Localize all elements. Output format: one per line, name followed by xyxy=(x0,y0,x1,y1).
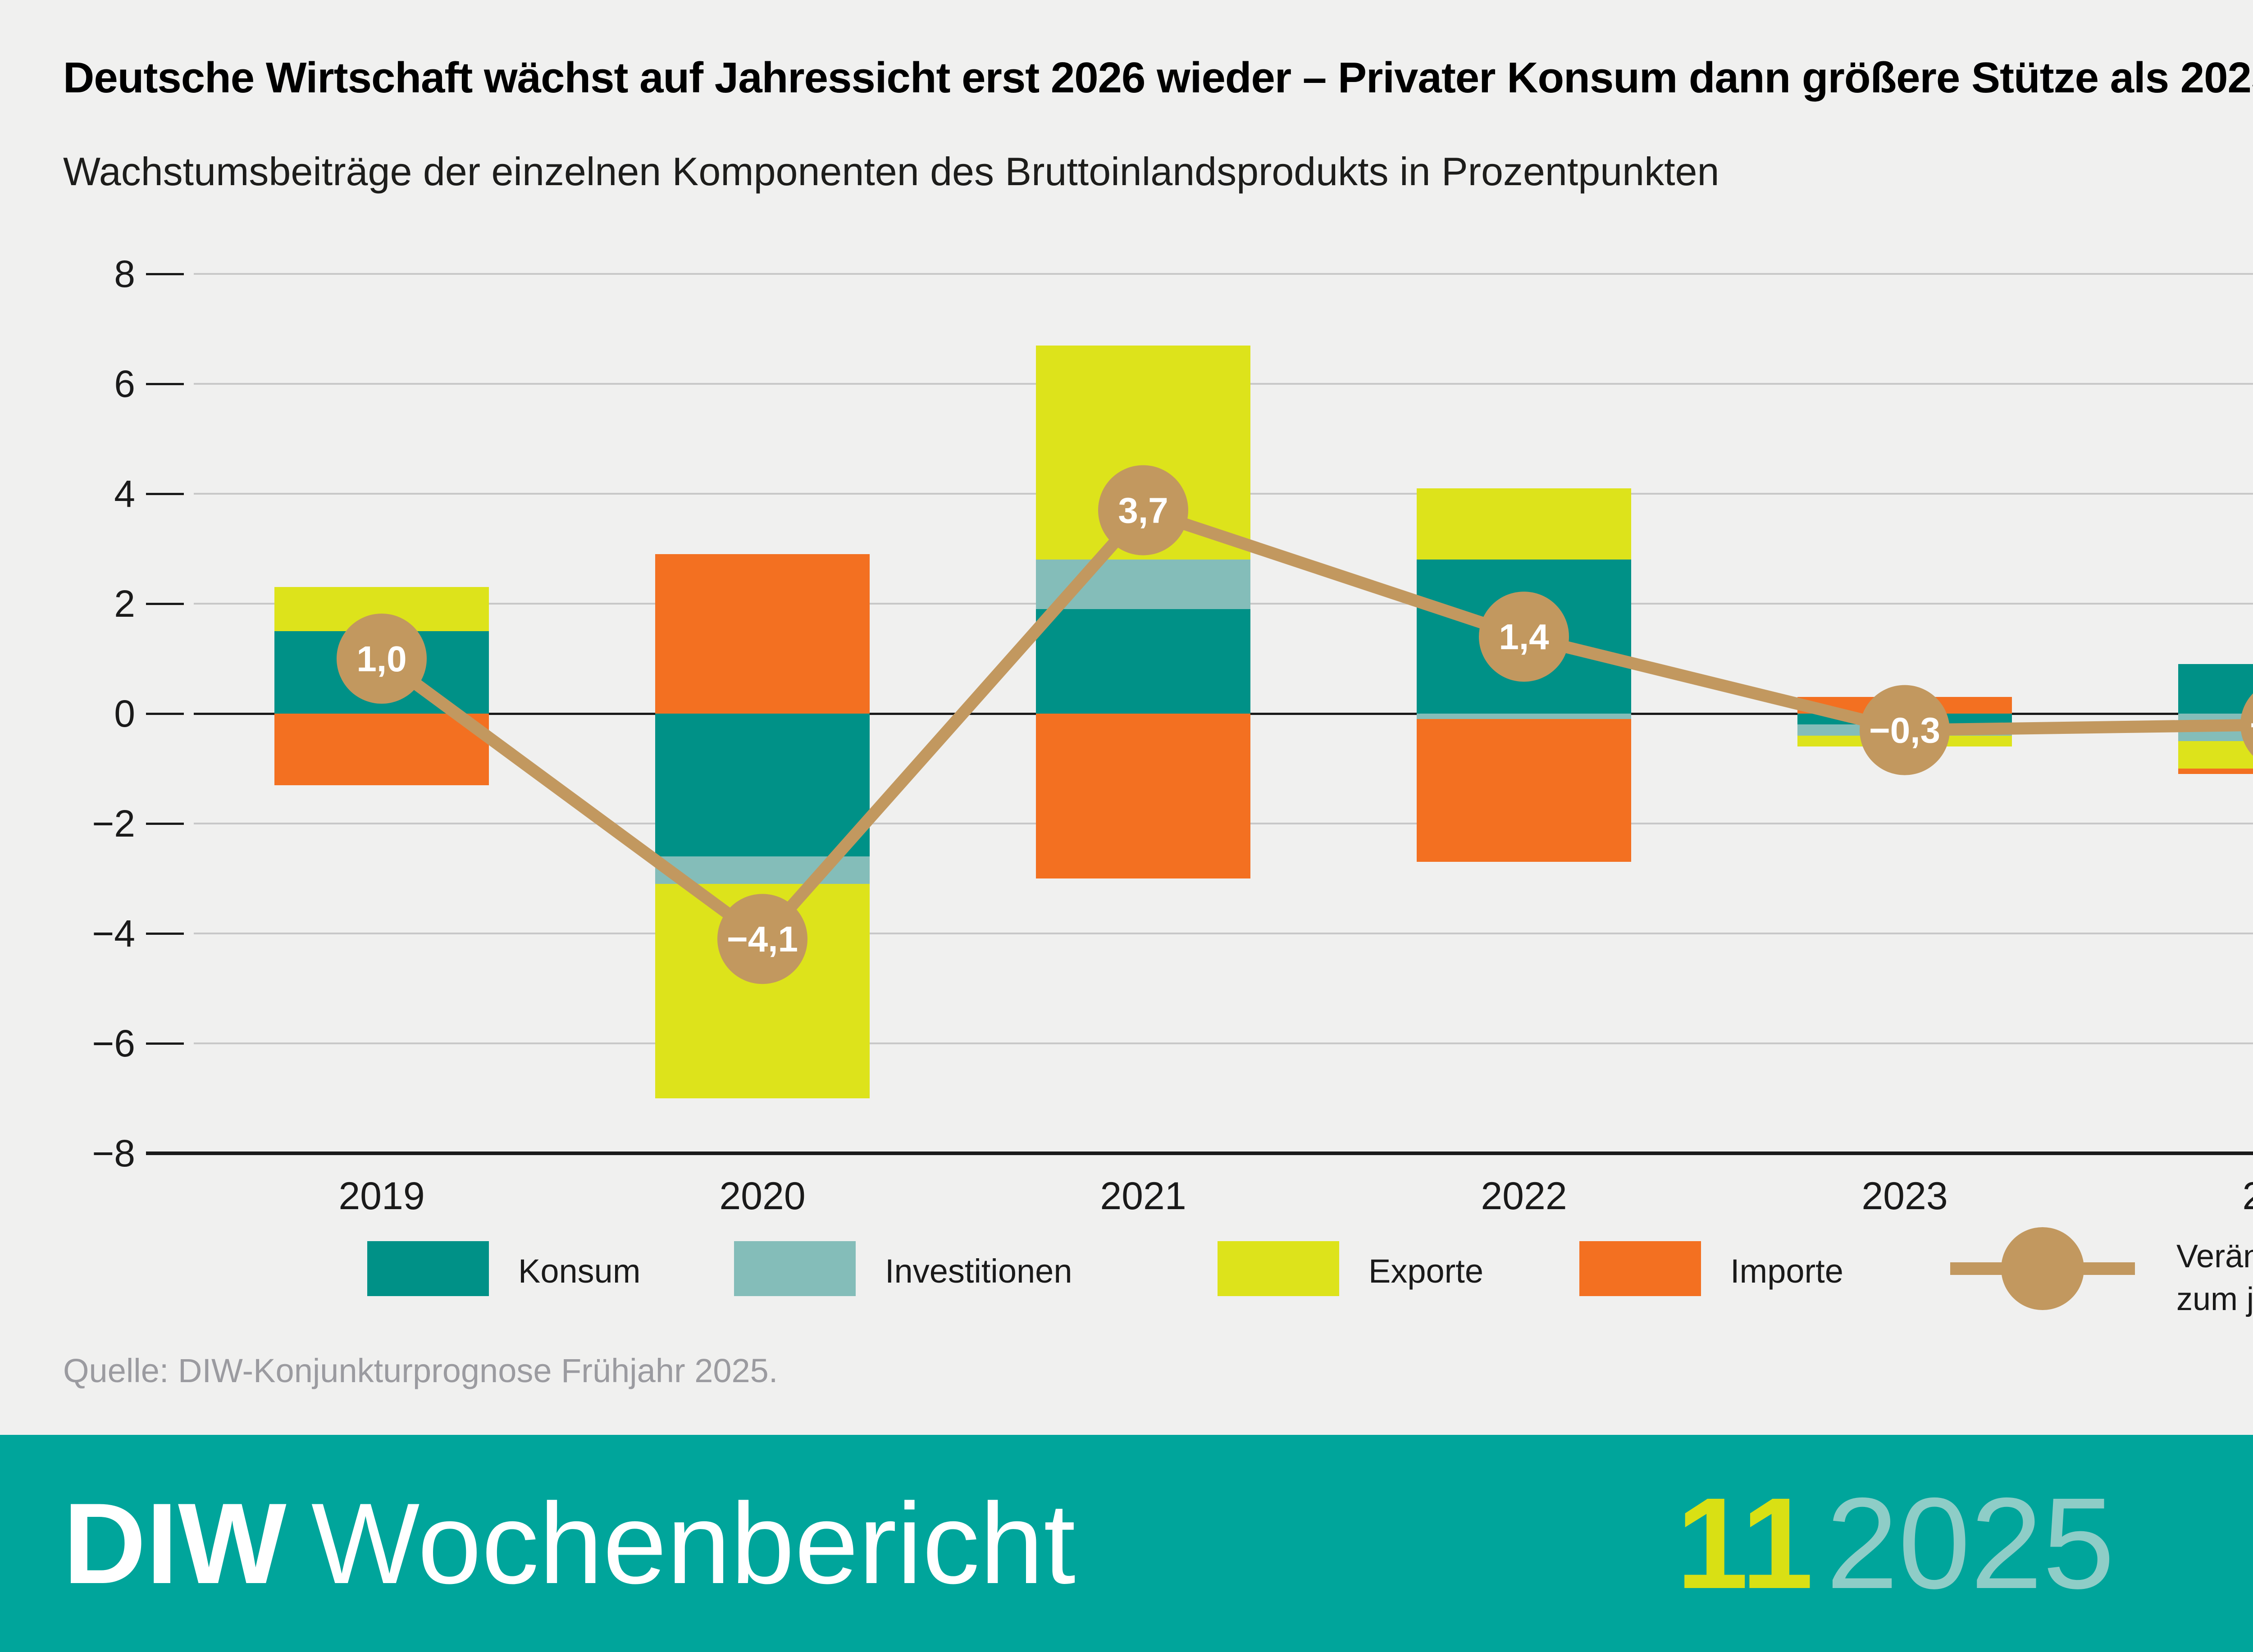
gdp-point-2019 xyxy=(337,614,427,704)
issue-year: 2025 xyxy=(1826,1470,2115,1616)
y-axis-tick-4 xyxy=(146,493,184,495)
gridline--6 xyxy=(194,1042,2253,1044)
bar-segment-importe-2021 xyxy=(1036,714,1250,878)
legend-label-konsum: Konsum xyxy=(518,1252,641,1290)
gridline--4 xyxy=(194,933,2253,934)
bar-segment-exporte-2022 xyxy=(1417,488,1631,560)
bar-segment-importe-2024 xyxy=(2178,769,2253,774)
gdp-line-legend-label-line1: Veränderung des Bruttoinlandsprodukts im… xyxy=(2176,1238,2253,1274)
gdp-point-2023 xyxy=(1860,685,1950,775)
gdp-line-legend-label: Veränderung des Bruttoinlandsprodukts im… xyxy=(2176,1235,2253,1321)
legend-swatch-konsum xyxy=(367,1241,489,1296)
y-axis-label-8: 8 xyxy=(114,253,135,295)
footer-band xyxy=(0,1435,2253,1652)
y-axis-label-6: 6 xyxy=(114,363,135,405)
gdp-point-label-2024: −0,2 xyxy=(2250,705,2253,745)
bar-segment-importe-2022 xyxy=(1417,719,1631,862)
gdp-line-legend-icon xyxy=(1950,1227,2135,1310)
y-axis-label--6: −6 xyxy=(92,1022,135,1065)
issue-info: 11 2025 xyxy=(1676,1435,2115,1652)
y-axis-tick-8 xyxy=(146,273,184,275)
y-axis-tick-6 xyxy=(146,383,184,385)
bar-segment-exporte-2024 xyxy=(2178,741,2253,769)
x-axis-label-2022: 2022 xyxy=(1481,1174,1567,1218)
y-axis-label-2: 2 xyxy=(114,583,135,625)
y-axis-tick--2 xyxy=(146,823,184,825)
x-axis-label-2019: 2019 xyxy=(338,1174,425,1218)
gdp-line-legend-label-line2: zum jeweiligen Vorjahr in Prozent xyxy=(2176,1281,2253,1317)
chart-title: Deutsche Wirtschaft wächst auf Jahressic… xyxy=(63,54,2253,102)
gdp-point-label-2020: −4,1 xyxy=(727,919,798,959)
x-axis-label-2020: 2020 xyxy=(719,1174,806,1218)
y-axis-label--2: −2 xyxy=(92,802,135,845)
chart-subtitle: Wachstumsbeiträge der einzelnen Komponen… xyxy=(63,149,1719,194)
bar-segment-konsum-2020 xyxy=(655,714,870,857)
gdp-point-label-2023: −0,3 xyxy=(1869,710,1940,751)
bar-segment-konsum-2021 xyxy=(1036,609,1250,714)
gdp-point-2024 xyxy=(2240,693,2253,756)
y-axis-label--8: −8 xyxy=(92,1132,135,1174)
legend-swatch-exporte xyxy=(1218,1241,1339,1296)
gdp-point-2020 xyxy=(717,894,807,984)
legend-label-importe: Importe xyxy=(1730,1252,1843,1290)
legend-label-exporte: Exporte xyxy=(1368,1252,1484,1290)
x-axis-label-2024: 2024 xyxy=(2173,1174,2253,1219)
y-axis-label-4: 4 xyxy=(114,473,135,515)
publication-title-regular: Wochenbericht xyxy=(311,1479,1076,1608)
gridline-8 xyxy=(194,273,2253,275)
y-axis-label--4: −4 xyxy=(92,912,135,955)
gdp-point-label-2022: 1,4 xyxy=(1499,617,1549,657)
legend-swatch-investitionen xyxy=(734,1241,856,1296)
y-axis-tick--4 xyxy=(146,933,184,935)
gdp-point-2021 xyxy=(1098,465,1188,555)
bar-segment-importe-2019 xyxy=(274,714,489,785)
issue-number: 11 xyxy=(1676,1470,1814,1616)
y-axis-tick-2 xyxy=(146,603,184,605)
gdp-point-2022 xyxy=(1479,592,1569,682)
publication-title-bold: DIW xyxy=(63,1479,287,1608)
bar-segment-investitionen-2022 xyxy=(1417,714,1631,719)
publication-title: DIW Wochenbericht xyxy=(63,1435,1076,1652)
y-axis-tick--6 xyxy=(146,1042,184,1045)
bar-segment-konsum-2024 xyxy=(2178,664,2253,714)
source-note: Quelle: DIW-Konjunkturprognose Frühjahr … xyxy=(63,1352,778,1389)
x-axis-label-2023: 2023 xyxy=(1861,1174,1948,1218)
y-axis-tick-0 xyxy=(146,713,184,715)
y-axis-label-0: 0 xyxy=(114,692,135,735)
x-axis-label-2021: 2021 xyxy=(1100,1174,1186,1218)
gdp-point-label-2019: 1,0 xyxy=(356,639,406,679)
gridline--8 xyxy=(146,1151,2253,1155)
gdp-line xyxy=(378,504,2253,945)
bar-segment-importe-2020 xyxy=(655,554,870,714)
legend-label-investitionen: Investitionen xyxy=(885,1252,1072,1290)
legend-swatch-importe xyxy=(1579,1241,1701,1296)
gdp-point-label-2021: 3,7 xyxy=(1118,491,1168,531)
